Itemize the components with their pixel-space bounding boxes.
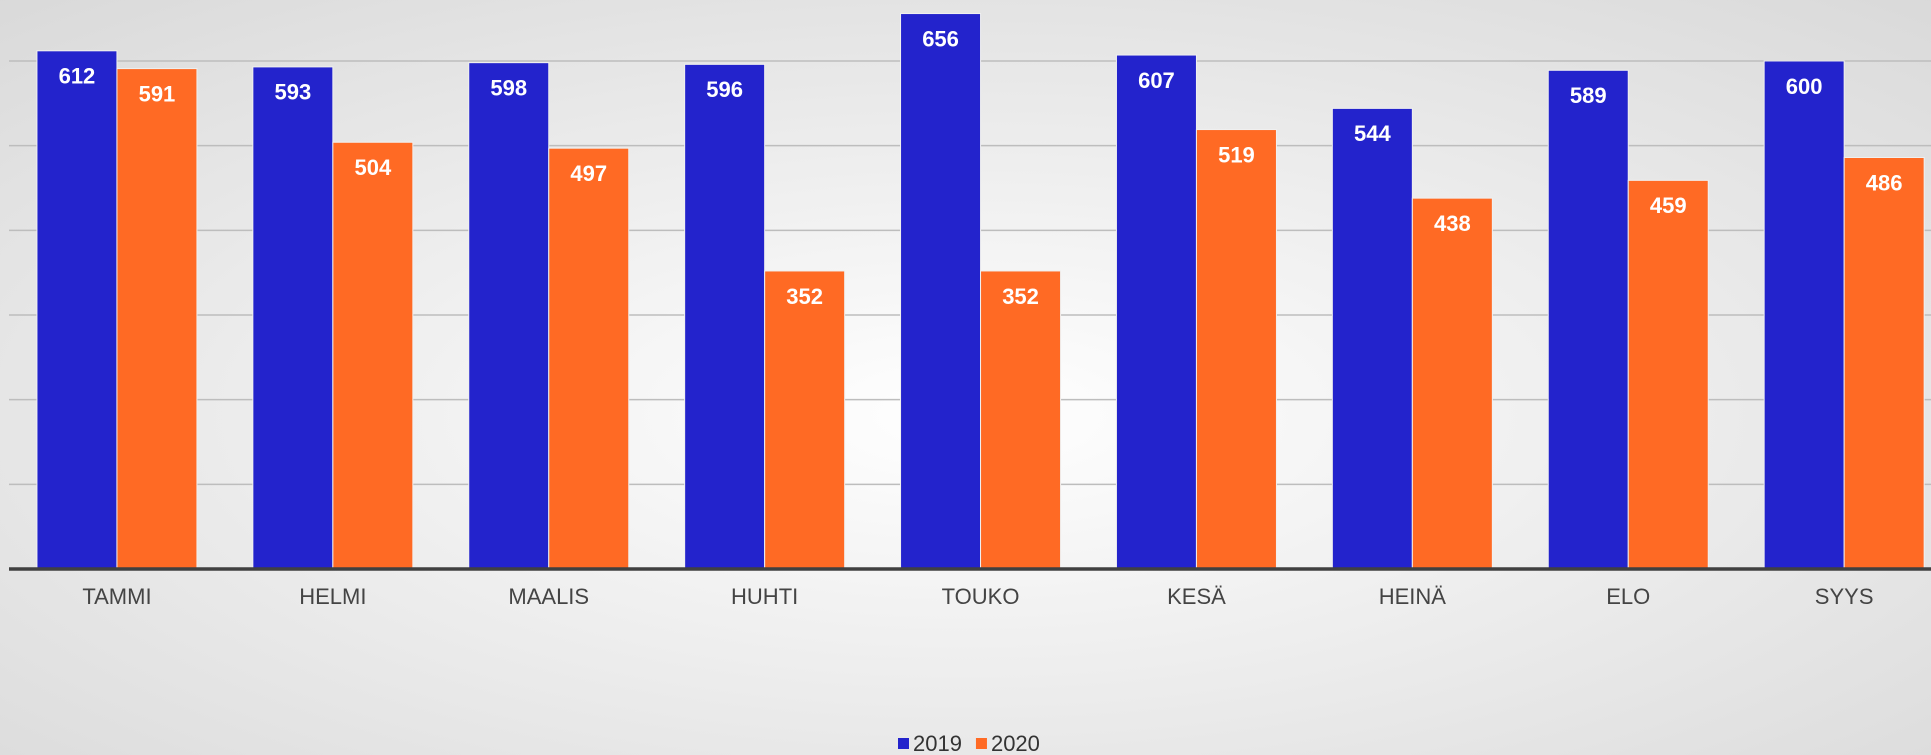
data-label: 600 bbox=[1786, 74, 1823, 99]
bar bbox=[1627, 179, 1709, 570]
bar bbox=[548, 147, 630, 570]
bar bbox=[116, 68, 198, 570]
data-label: 612 bbox=[59, 64, 96, 89]
bar bbox=[1411, 197, 1493, 570]
data-label: 352 bbox=[786, 284, 823, 309]
data-label: 352 bbox=[1002, 284, 1039, 309]
bar bbox=[1195, 129, 1277, 570]
bar bbox=[1843, 156, 1925, 570]
x-tick-label: HELMI bbox=[299, 584, 366, 609]
data-label: 519 bbox=[1218, 142, 1255, 167]
bar bbox=[36, 50, 118, 570]
data-label: 596 bbox=[706, 77, 743, 102]
bar bbox=[1547, 69, 1629, 570]
data-label: 544 bbox=[1354, 121, 1391, 146]
data-label: 607 bbox=[1138, 68, 1175, 93]
data-label: 656 bbox=[922, 26, 959, 51]
data-label: 459 bbox=[1650, 193, 1687, 218]
data-label: 504 bbox=[354, 155, 391, 180]
x-tick-label: TOUKO bbox=[942, 584, 1020, 609]
legend-label: 2020 bbox=[991, 731, 1040, 755]
legend-swatch bbox=[898, 738, 909, 749]
x-tick-label: MAALIS bbox=[508, 584, 589, 609]
x-tick-label: ELO bbox=[1606, 584, 1650, 609]
data-label: 598 bbox=[490, 75, 527, 100]
x-tick-label: SYYS bbox=[1815, 584, 1874, 609]
legend-label: 2019 bbox=[913, 731, 962, 755]
bar bbox=[1331, 107, 1413, 570]
x-tick-label: TAMMI bbox=[82, 584, 151, 609]
x-tick-label: HUHTI bbox=[731, 584, 798, 609]
bar bbox=[980, 270, 1062, 570]
data-label: 593 bbox=[274, 80, 311, 105]
data-label: 438 bbox=[1434, 211, 1471, 236]
bar bbox=[468, 62, 550, 570]
bar bbox=[1763, 60, 1845, 570]
x-tick-label: KESÄ bbox=[1167, 584, 1226, 609]
bar bbox=[764, 270, 846, 570]
data-label: 486 bbox=[1866, 170, 1903, 195]
legend-swatch bbox=[975, 738, 987, 749]
data-label: 589 bbox=[1570, 83, 1607, 108]
data-label: 591 bbox=[139, 81, 176, 106]
bar bbox=[900, 13, 982, 570]
bar bbox=[684, 63, 766, 570]
bar bbox=[332, 141, 414, 570]
bar bbox=[1115, 54, 1197, 570]
data-label: 497 bbox=[570, 161, 607, 186]
x-tick-label: HEINÄ bbox=[1379, 584, 1447, 609]
bar bbox=[252, 66, 334, 570]
